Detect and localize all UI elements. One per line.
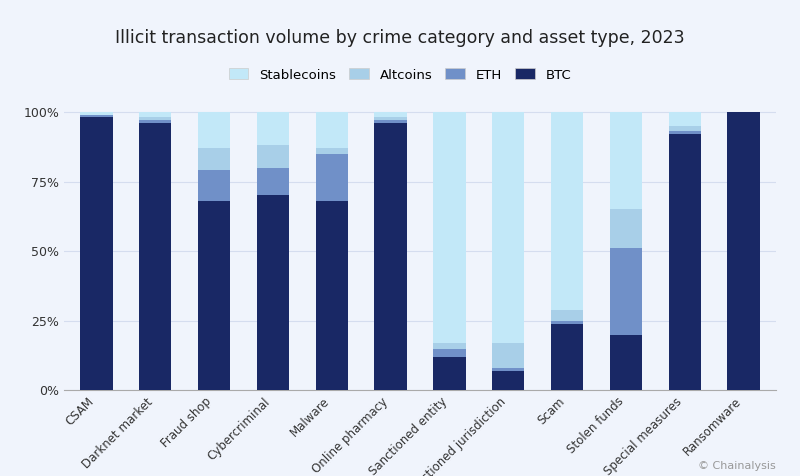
- Bar: [610, 209, 642, 248]
- Bar: [139, 112, 171, 118]
- Bar: [551, 309, 583, 321]
- Bar: [551, 324, 583, 390]
- Bar: [257, 168, 289, 196]
- Bar: [257, 196, 289, 390]
- Bar: [492, 343, 525, 368]
- Bar: [257, 145, 289, 168]
- Legend: Stablecoins, Altcoins, ETH, BTC: Stablecoins, Altcoins, ETH, BTC: [229, 69, 571, 81]
- Bar: [727, 112, 760, 390]
- Bar: [492, 368, 525, 371]
- Text: © Chainalysis: © Chainalysis: [698, 461, 776, 471]
- Bar: [492, 371, 525, 390]
- Bar: [374, 123, 406, 390]
- Bar: [610, 112, 642, 209]
- Bar: [434, 348, 466, 357]
- Bar: [315, 201, 348, 390]
- Bar: [315, 112, 348, 148]
- Bar: [198, 201, 230, 390]
- Bar: [139, 123, 171, 390]
- Bar: [434, 112, 466, 343]
- Bar: [610, 335, 642, 390]
- Bar: [139, 120, 171, 123]
- Bar: [492, 112, 525, 343]
- Bar: [198, 170, 230, 201]
- Bar: [315, 148, 348, 154]
- Bar: [198, 112, 230, 148]
- Bar: [374, 112, 406, 118]
- Bar: [551, 321, 583, 324]
- Bar: [374, 118, 406, 120]
- Bar: [80, 112, 113, 115]
- Bar: [551, 112, 583, 309]
- Bar: [139, 118, 171, 120]
- Bar: [374, 120, 406, 123]
- Bar: [257, 112, 289, 145]
- Bar: [669, 126, 701, 131]
- Bar: [669, 134, 701, 390]
- Bar: [80, 115, 113, 118]
- Bar: [198, 148, 230, 170]
- Bar: [669, 131, 701, 134]
- Bar: [434, 343, 466, 348]
- Bar: [434, 357, 466, 390]
- Text: Illicit transaction volume by crime category and asset type, 2023: Illicit transaction volume by crime cate…: [115, 29, 685, 47]
- Bar: [315, 154, 348, 201]
- Bar: [610, 248, 642, 335]
- Bar: [80, 118, 113, 390]
- Bar: [669, 112, 701, 126]
